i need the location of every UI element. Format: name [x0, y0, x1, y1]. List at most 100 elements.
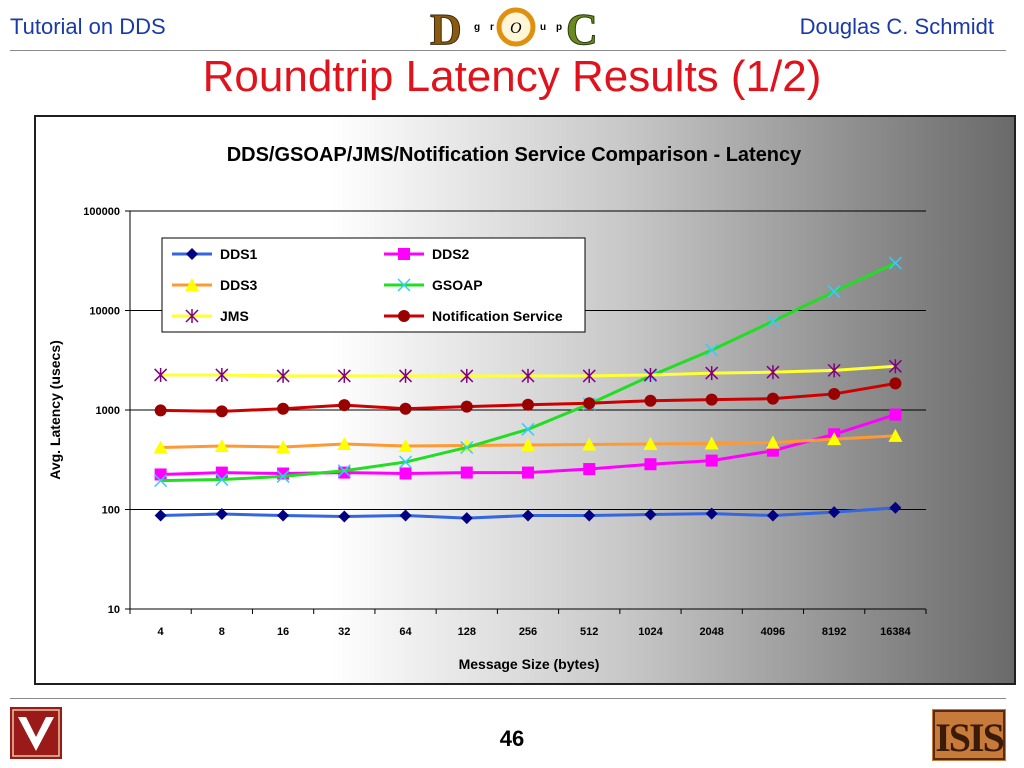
data-point	[214, 438, 229, 452]
data-point	[583, 397, 596, 410]
data-point	[276, 469, 290, 483]
data-point	[337, 368, 351, 383]
data-point	[338, 399, 351, 412]
legend-box	[161, 237, 586, 333]
logo-clock-face	[496, 7, 536, 47]
x-tick-label: 256	[519, 626, 537, 638]
header-divider	[10, 50, 1006, 51]
chart-title: DDS/GSOAP/JMS/Notification Service Compa…	[227, 144, 802, 166]
series-dds1	[154, 501, 902, 525]
data-point	[888, 359, 902, 374]
legend-marker	[397, 278, 411, 292]
data-point	[399, 402, 412, 415]
data-point	[215, 466, 228, 479]
data-point	[827, 285, 841, 299]
data-point	[154, 367, 168, 382]
logo-letter-r: r	[490, 22, 494, 33]
data-point	[827, 363, 841, 378]
data-point	[276, 439, 291, 453]
data-point	[215, 405, 228, 418]
x-tick-label: 2048	[699, 626, 723, 638]
legend-entry: Notification Service	[384, 308, 563, 324]
data-point	[522, 398, 534, 411]
data-point	[766, 365, 780, 380]
data-point	[705, 343, 719, 357]
y-tick-label: 100	[102, 505, 120, 517]
data-point	[276, 368, 290, 383]
logo-letter-p: p	[556, 22, 562, 33]
x-tick-label: 4	[158, 626, 165, 638]
y-axis-label: Avg. Latency (usecs)	[47, 340, 63, 480]
data-point	[643, 367, 657, 382]
legend-label: JMS	[220, 308, 249, 324]
legend-entry: GSOAP	[384, 277, 483, 293]
legend-marker	[185, 278, 199, 291]
x-tick-label: 64	[399, 626, 412, 638]
y-tick-label: 100000	[83, 206, 120, 218]
data-point	[766, 509, 779, 522]
header-left-title: Tutorial on DDS	[10, 14, 166, 39]
page-number: 46	[499, 726, 525, 751]
data-point	[582, 437, 597, 451]
series-jms	[154, 359, 902, 383]
legend-marker	[398, 248, 410, 260]
header-author: Douglas C. Schmidt	[799, 14, 994, 39]
doc-group-logo: D g r O u p C	[430, 5, 599, 53]
legend-marker	[185, 309, 199, 323]
data-point	[705, 507, 718, 520]
data-point	[889, 408, 902, 421]
vanderbilt-logo	[10, 707, 62, 759]
legend-label: GSOAP	[432, 277, 483, 293]
data-point	[154, 509, 167, 522]
data-point	[644, 508, 657, 521]
logo-letter-g: g	[474, 22, 480, 33]
data-point	[460, 512, 473, 525]
logo-letter-c: C	[566, 5, 598, 52]
data-point	[338, 510, 351, 523]
data-point	[460, 466, 473, 479]
chart-frame: DDS/GSOAP/JMS/Notification Service Compa…	[34, 115, 1016, 685]
y-tick-label: 1000	[96, 405, 120, 417]
data-point	[277, 402, 290, 415]
x-axis-label: Message Size (bytes)	[459, 656, 600, 672]
data-point	[583, 509, 596, 522]
legend-entry: JMS	[172, 308, 249, 324]
data-point	[522, 466, 534, 479]
data-point	[889, 501, 902, 514]
slide-title: Roundtrip Latency Results (1/2)	[202, 52, 822, 101]
data-point	[277, 509, 290, 522]
data-point	[827, 432, 842, 446]
data-point	[522, 509, 534, 522]
data-point	[705, 366, 719, 381]
data-point	[705, 454, 718, 467]
data-point	[704, 436, 719, 450]
isis-logo-text: ISIS	[935, 715, 1003, 760]
latency-chart: DDS/GSOAP/JMS/Notification Service Compa…	[47, 144, 927, 672]
data-point	[154, 404, 167, 417]
data-point	[215, 508, 228, 521]
x-tick-label: 512	[580, 626, 598, 638]
data-point	[888, 256, 902, 270]
data-point	[828, 506, 841, 519]
data-point	[460, 400, 473, 413]
data-point	[399, 509, 412, 522]
legend-entry: DDS1	[172, 246, 258, 262]
legend-entry: DDS2	[384, 246, 470, 262]
data-point	[828, 387, 841, 400]
footer-divider	[10, 698, 1006, 699]
data-point	[398, 438, 413, 452]
data-point	[337, 437, 352, 451]
logo-letter-d: D	[430, 5, 462, 52]
isis-logo: ISIS	[932, 709, 1006, 761]
data-point	[643, 437, 658, 451]
legend-marker	[398, 310, 410, 322]
data-point	[889, 377, 902, 390]
data-point	[399, 368, 413, 383]
data-point	[583, 463, 596, 476]
x-tick-label: 1024	[638, 626, 663, 638]
data-point	[153, 440, 168, 454]
x-tick-label: 16384	[880, 626, 911, 638]
data-point	[521, 368, 535, 383]
data-point	[766, 392, 779, 405]
data-point	[460, 368, 474, 383]
